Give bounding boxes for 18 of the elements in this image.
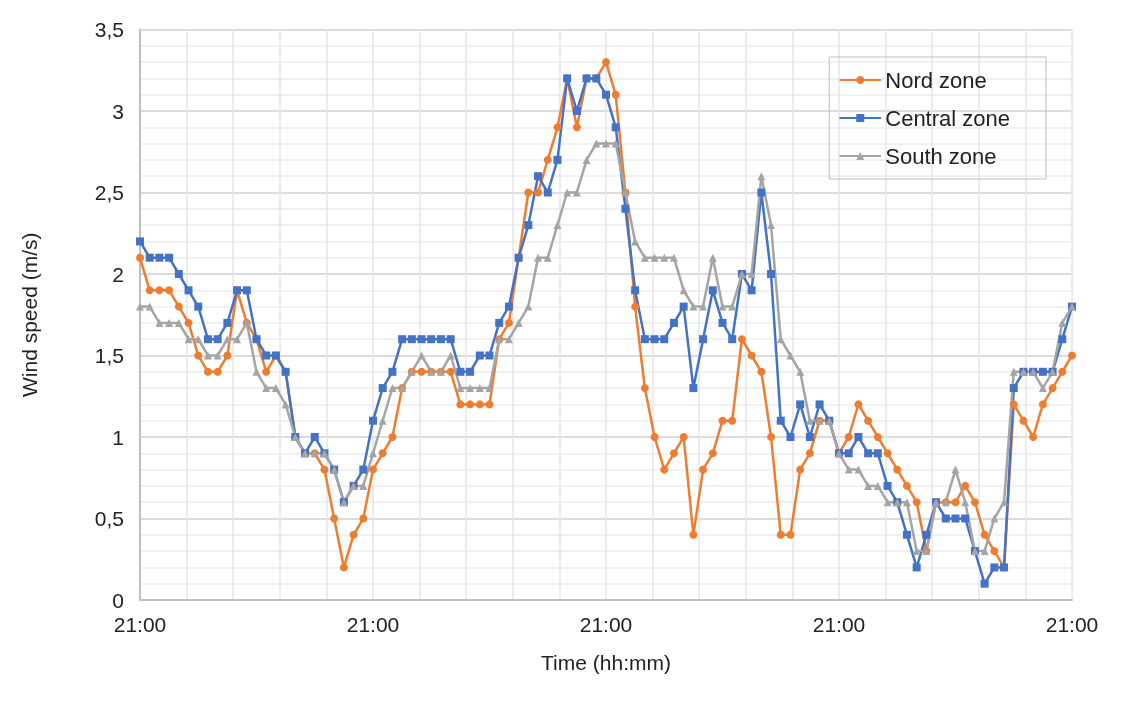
x-axis-title: Time (hh:mm) — [541, 651, 671, 674]
y-tick-label: 1,5 — [94, 344, 124, 367]
y-tick-label: 2 — [112, 262, 124, 286]
y-tick-label: 3 — [112, 99, 124, 123]
y-tick-label: 2,5 — [94, 181, 124, 204]
legend-label: Central zone — [885, 105, 1011, 131]
x-tick-label: 21:00 — [1045, 613, 1099, 636]
legend-label: South zone — [885, 143, 997, 169]
y-axis-title: Wind speed (m/s) — [18, 232, 41, 398]
y-tick-label: 0,5 — [94, 507, 124, 530]
x-tick-label: 21:00 — [113, 613, 167, 636]
x-tick-label: 21:00 — [346, 613, 400, 636]
x-tick-label: 21:00 — [579, 613, 633, 636]
legend-label: Nord zone — [885, 67, 987, 93]
x-tick-label: 21:00 — [812, 613, 866, 636]
y-tick-label: 0 — [112, 588, 124, 612]
y-tick-label: 3,5 — [94, 18, 124, 41]
y-tick-label: 1 — [112, 425, 124, 449]
